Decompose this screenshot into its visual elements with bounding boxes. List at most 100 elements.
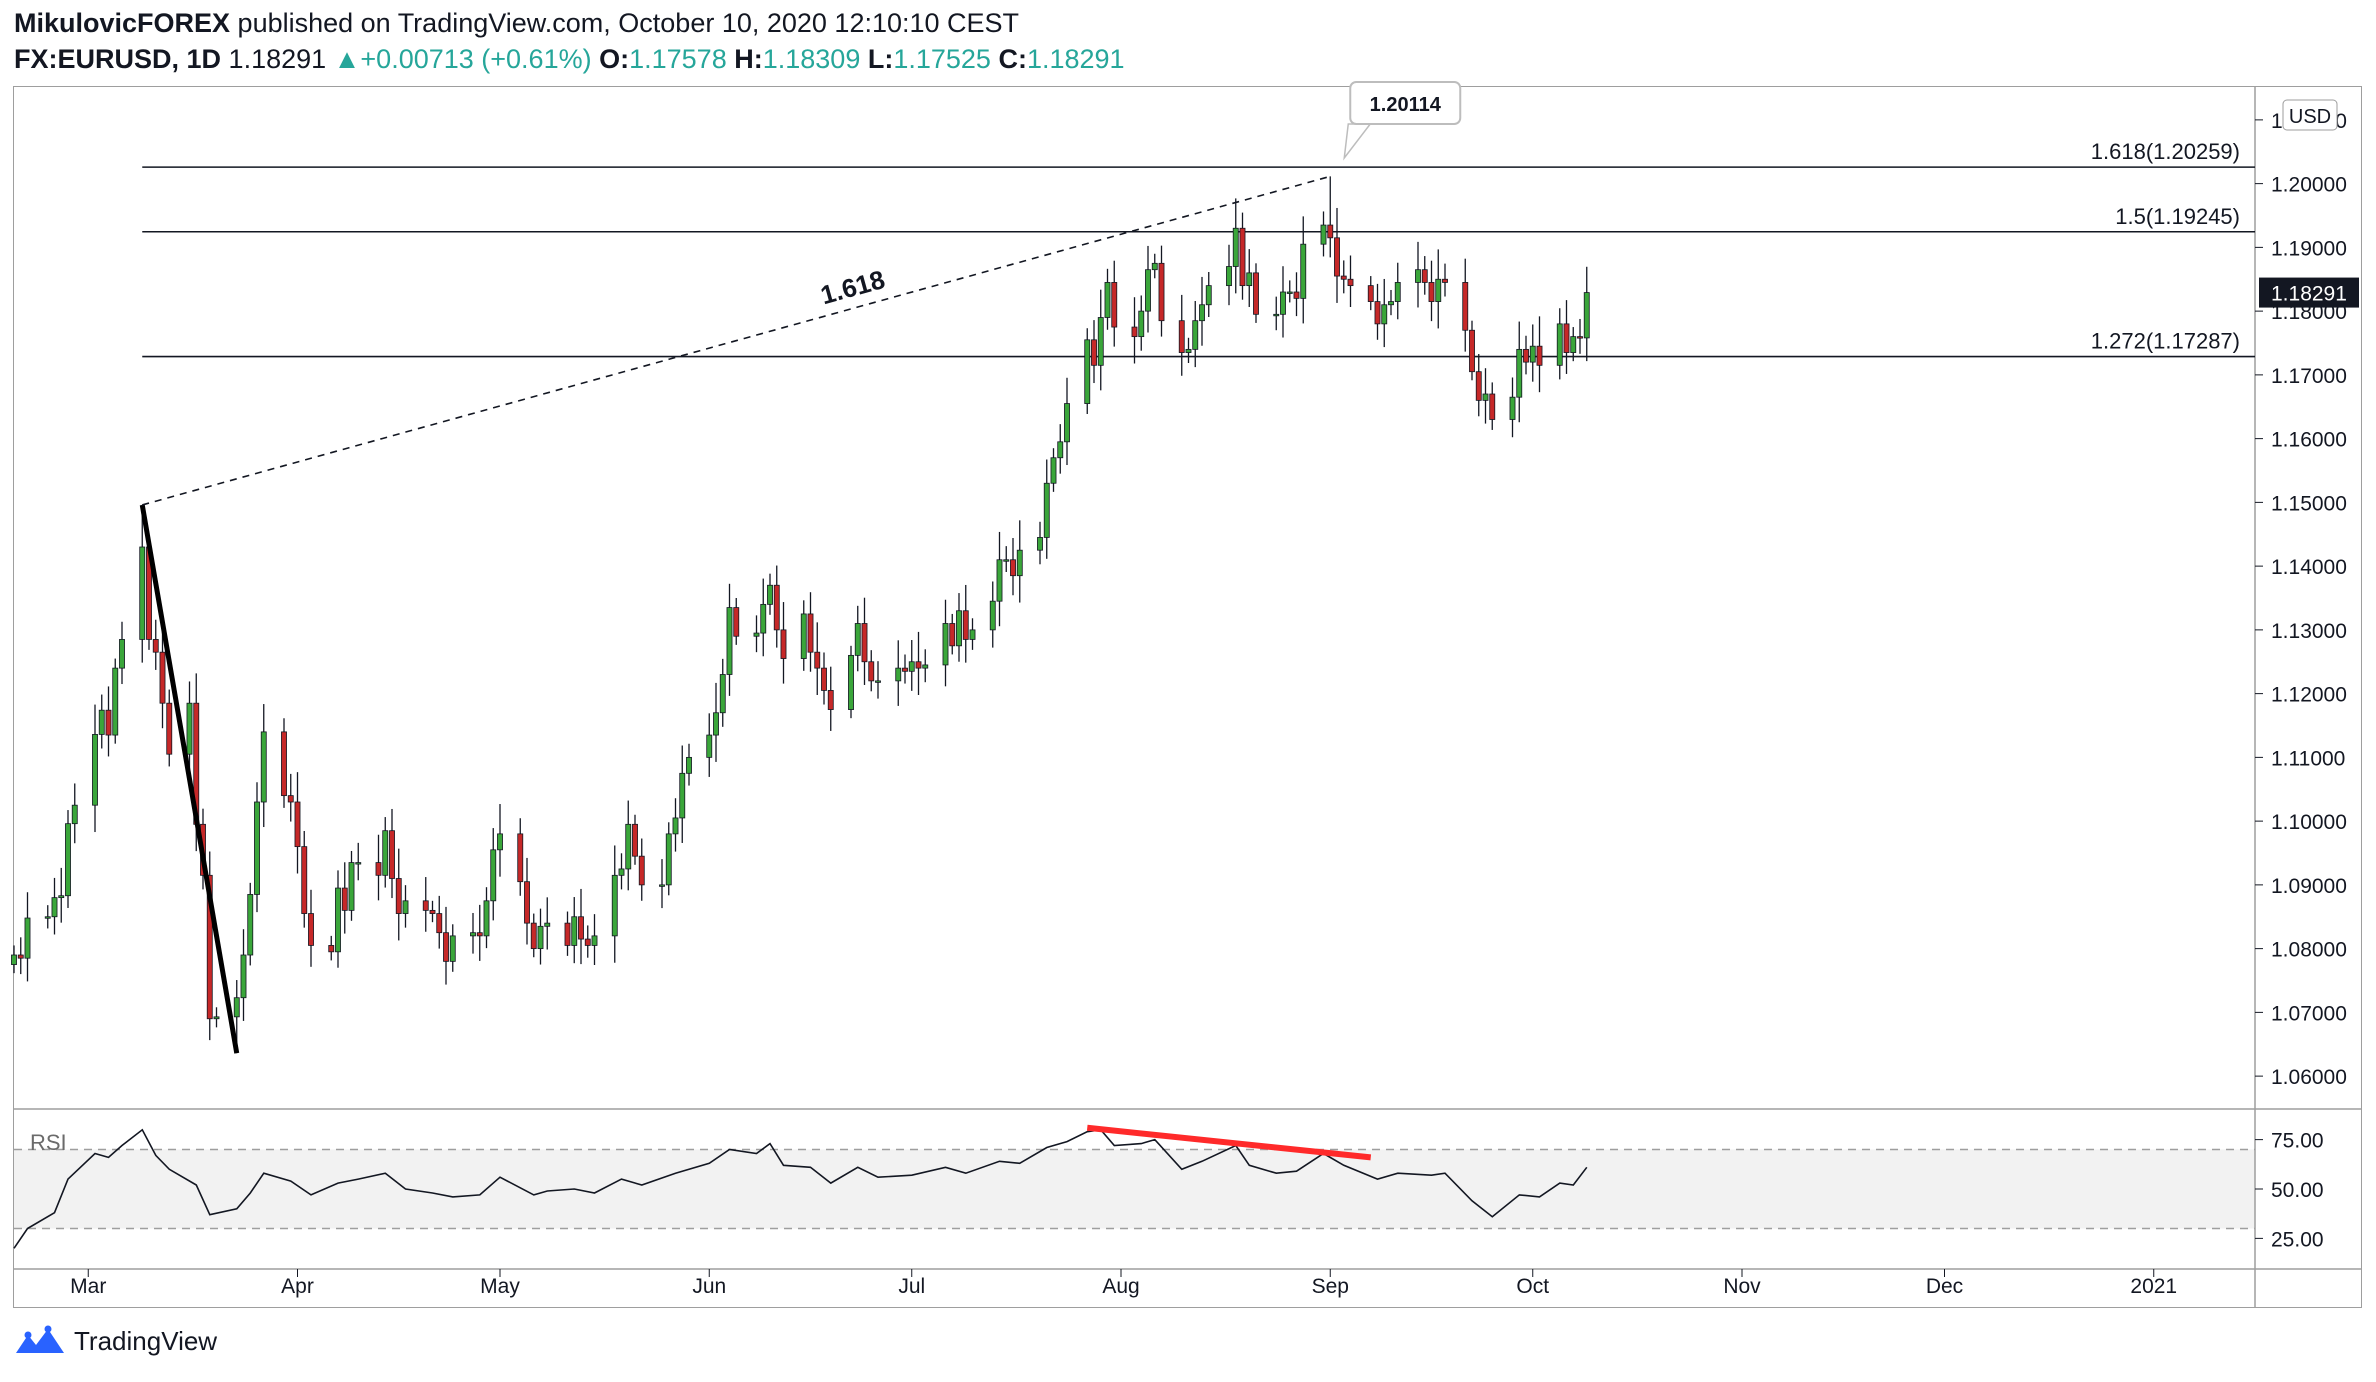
candle-body (301, 846, 308, 914)
candle-body (1577, 336, 1583, 339)
candle-body (1556, 323, 1563, 366)
price-change: +0.00713 (+0.61%) (360, 44, 592, 74)
candle-body (807, 613, 814, 653)
rsi-band-background (14, 1149, 2255, 1229)
candle-body (1097, 317, 1104, 366)
time-axis-label: Oct (1516, 1275, 1549, 1298)
author-name[interactable]: MikulovicFOREX (14, 8, 231, 38)
candle-body (476, 932, 483, 937)
candle-body (578, 916, 584, 940)
candle-body (355, 862, 362, 865)
candle-body (1563, 323, 1570, 353)
price-axis-label: 1.20000 (2271, 174, 2347, 197)
candle-body (98, 709, 105, 735)
candle-body (1199, 304, 1205, 322)
candle-body (497, 833, 503, 851)
chart-frame[interactable] (13, 86, 2362, 1308)
candle-body (1280, 291, 1286, 315)
candle-body (71, 804, 78, 825)
candle-body (767, 584, 773, 605)
candle-body (490, 849, 497, 902)
candle-body (1145, 269, 1151, 312)
candle-body (821, 667, 827, 691)
price-axis-label: 1.10000 (2271, 811, 2347, 834)
candle-body (524, 881, 530, 924)
price-axis-label: 1.14000 (2271, 556, 2347, 579)
candle-body (1516, 348, 1523, 398)
price-axis-label: 1.07000 (2271, 1002, 2347, 1025)
candle-body (1138, 310, 1145, 338)
candle-body (1043, 482, 1050, 538)
candle-body (92, 734, 98, 806)
candle-body (240, 954, 247, 999)
price-axis-label: 1.08000 (2271, 939, 2347, 962)
candle-body (152, 639, 159, 653)
price-axis-label: 1.06000 (2271, 1066, 2347, 1089)
candle-body (1469, 329, 1475, 373)
last-price: 1.18291 (228, 44, 327, 74)
candle-body (166, 702, 173, 755)
candle-body (44, 916, 51, 919)
candle-body (618, 868, 625, 876)
candle-body (962, 610, 969, 640)
time-axis-label: May (480, 1275, 520, 1298)
footer-brand[interactable]: TradingView (14, 1325, 217, 1357)
price-axis-label: 1.19000 (2271, 237, 2347, 260)
candle-body (119, 639, 125, 669)
candle-body (861, 623, 868, 663)
candle-body (206, 874, 213, 1020)
candle-body (260, 731, 267, 803)
candle-body (827, 690, 834, 710)
candle-body (436, 913, 443, 934)
candle-body (402, 900, 409, 914)
candle-body (1570, 336, 1577, 353)
currency-label: USD (2289, 106, 2331, 128)
candle-body (638, 855, 645, 886)
candle-body (1300, 243, 1307, 299)
candle-body (389, 830, 395, 879)
currency-box (2282, 99, 2338, 131)
candle-body (1003, 559, 1010, 562)
candle-body (449, 935, 456, 962)
up-arrow-icon: ▲ (333, 44, 361, 74)
rsi-axis-label: 25.00 (2271, 1228, 2324, 1251)
candle-body (1232, 227, 1239, 267)
candle-body (537, 925, 544, 950)
candle-body (1482, 393, 1489, 401)
price-axis-label: 1.13000 (2271, 620, 2347, 643)
price-axis-label: 1.09000 (2271, 875, 2347, 898)
last-price-tag (2259, 277, 2359, 308)
candle-body (625, 823, 632, 870)
time-axis-label: Apr (281, 1275, 314, 1298)
candle-body (1435, 278, 1442, 302)
candle-body (58, 895, 65, 899)
open-value: 1.17578 (629, 44, 727, 74)
candle-body (395, 878, 402, 914)
candle-body (686, 756, 692, 774)
high-callout-box (1349, 81, 1462, 125)
candle-body (1158, 262, 1165, 322)
candle-body (1327, 224, 1334, 239)
candle-body (726, 607, 733, 675)
candle-body (942, 623, 949, 666)
candle-body (760, 603, 767, 634)
candle-body (517, 833, 524, 883)
candle-body (915, 661, 922, 669)
impulse-trend-line (139, 504, 240, 1054)
candle-body (854, 623, 861, 656)
candle-body (1253, 272, 1259, 315)
candle-body (1111, 282, 1118, 328)
candle-body (247, 894, 254, 956)
time-axis-label: Nov (1723, 1275, 1761, 1298)
candle-body (1421, 269, 1428, 283)
candle-body (1509, 396, 1516, 420)
candle-body (1104, 282, 1111, 318)
candle-body (902, 667, 908, 672)
candle-body (733, 607, 740, 637)
candle-body (922, 664, 929, 669)
high-value: 1.18309 (762, 44, 861, 74)
candle-body (1151, 262, 1158, 271)
rsi-pane-label: RSI (30, 1130, 67, 1155)
candle-body (1246, 272, 1253, 287)
